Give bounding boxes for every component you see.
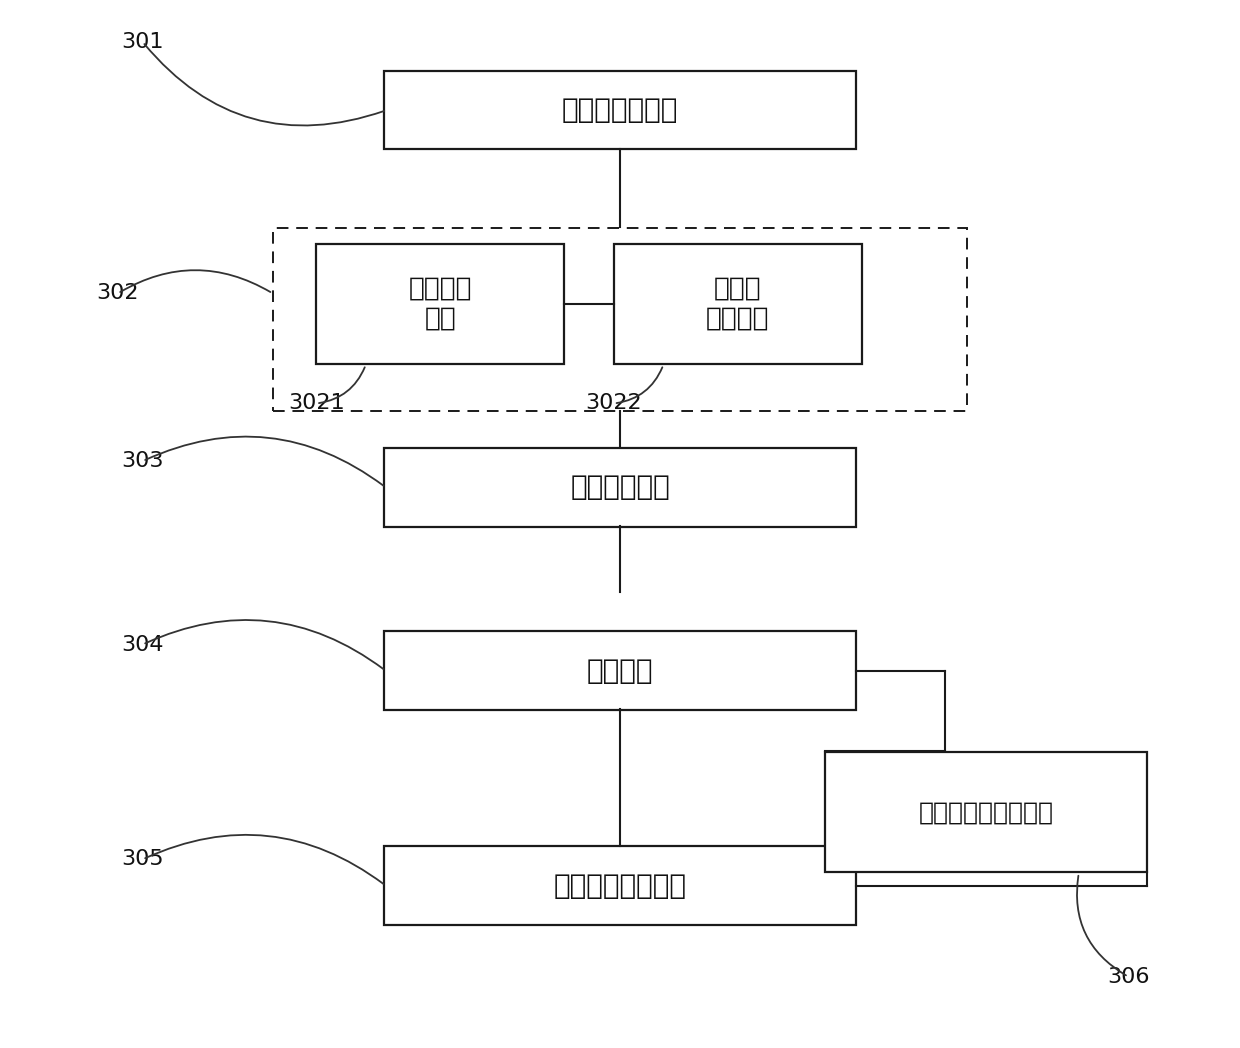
Text: 3022: 3022 [585,393,642,414]
Bar [273,228,967,412]
Bar [614,244,862,365]
Text: 303: 303 [122,451,164,472]
Text: 自动补偿控制模块: 自动补偿控制模块 [553,872,687,899]
Text: 301: 301 [122,31,164,52]
Text: 内高压成形控制模块: 内高压成形控制模块 [919,801,1053,824]
Bar [316,244,564,365]
Text: 305: 305 [122,849,164,870]
Text: 实时体积模块: 实时体积模块 [570,474,670,501]
Text: 判断模块: 判断模块 [587,657,653,684]
Text: 306: 306 [1107,966,1149,987]
Text: 初始总体积模块: 初始总体积模块 [562,96,678,124]
Text: 3021: 3021 [288,393,345,414]
Text: 302: 302 [97,283,139,304]
Bar [825,752,1147,872]
Bar [384,631,856,711]
Text: 参数获取
单元: 参数获取 单元 [408,276,472,332]
Bar [384,847,856,925]
Text: 304: 304 [122,634,164,655]
Bar [384,71,856,149]
Bar [384,449,856,526]
Text: 压缩量
确定单元: 压缩量 确定单元 [706,276,770,332]
